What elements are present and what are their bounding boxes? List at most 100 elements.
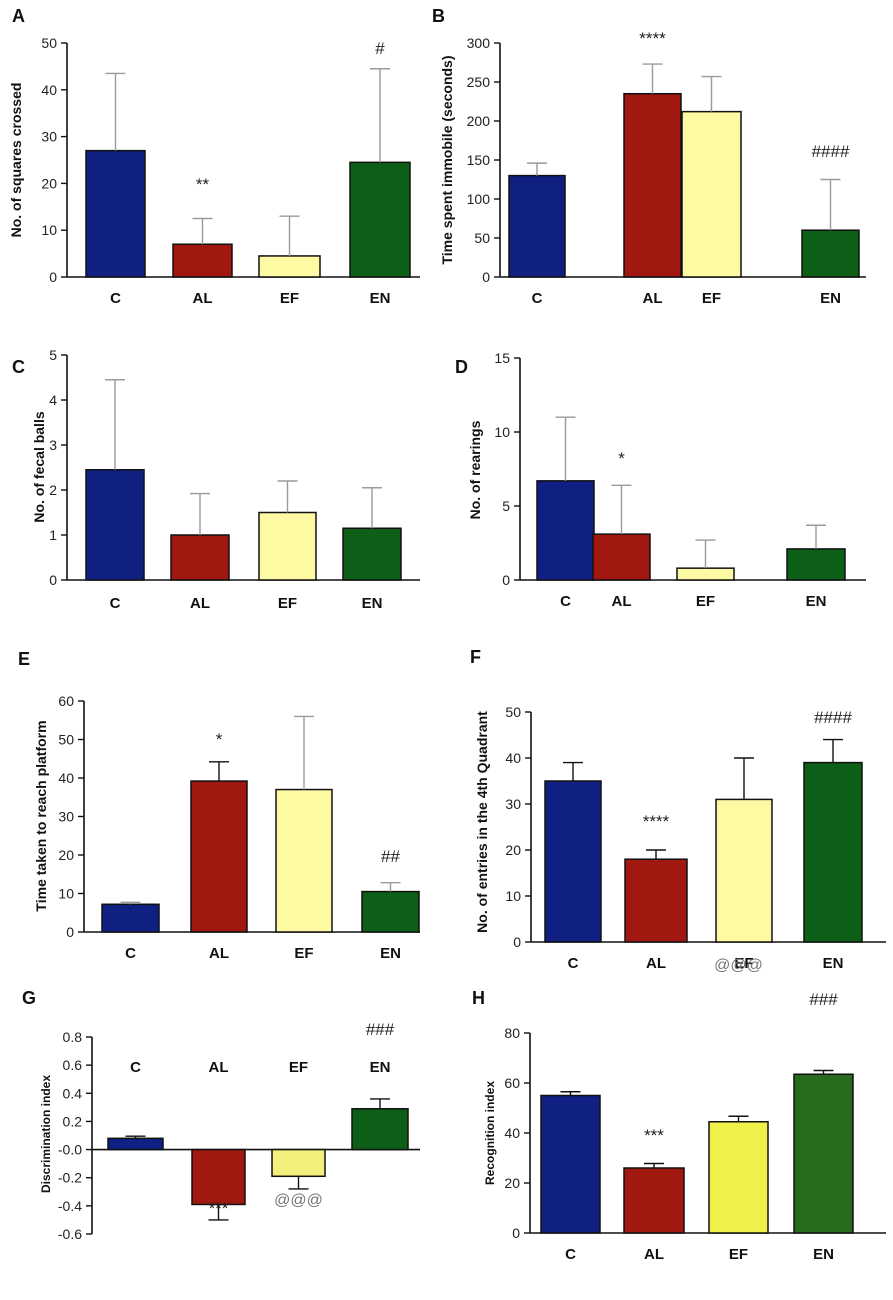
bar-ef: [681, 110, 742, 278]
y-axis-label: No. of fecal balls: [31, 411, 47, 522]
bar-en: [342, 527, 402, 581]
bar-c: [85, 149, 146, 278]
y-tick-label: 50: [58, 732, 74, 748]
y-tick-label: 10: [494, 424, 510, 440]
y-tick-label: 10: [41, 222, 57, 238]
bar-en: [361, 890, 420, 933]
y-tick-label: 20: [41, 175, 57, 191]
panel-letter: H: [472, 988, 485, 1008]
bar-ef: [676, 567, 735, 581]
chart-panel-f: F No. of entries in the 4th Quadrant 0 10 20…: [470, 647, 886, 972]
y-tick-label: 20: [504, 1175, 520, 1191]
bar-en: [786, 548, 846, 581]
y-tick-label: 50: [474, 230, 490, 246]
category-label: AL: [646, 955, 666, 972]
y-tick-label: 40: [41, 82, 57, 98]
y-tick-label: 150: [467, 152, 491, 168]
category-label: EN: [806, 593, 827, 610]
bar-al: [623, 1167, 685, 1234]
category-label: AL: [643, 290, 663, 307]
bar-al: [170, 534, 230, 581]
panel-letter: B: [432, 6, 445, 26]
category-label: AL: [209, 945, 229, 962]
y-axis-label: Discrimination index: [39, 1075, 53, 1193]
y-tick-label: 0: [66, 924, 74, 940]
chart-panel-e: E Time taken to reach platform 0 10 20 30 40 50…: [18, 649, 420, 962]
bar-en: [349, 161, 411, 278]
category-label: C: [560, 593, 571, 610]
y-tick-label: 30: [41, 129, 57, 145]
significance-annotation: ####: [812, 142, 850, 161]
significance-annotation: **: [196, 175, 210, 194]
significance-annotation: *: [618, 449, 625, 468]
category-label: EF: [289, 1059, 308, 1076]
chart-panel-a: A No. of squares crossed 0 10 20 30 40 50 C AL ** E…: [8, 6, 420, 307]
bar-c: [85, 469, 145, 581]
y-axis-label: No. of entries in the 4th Quadrant: [474, 711, 490, 933]
category-label: EN: [370, 290, 391, 307]
y-tick-label: 0: [502, 572, 510, 588]
significance-annotation: ****: [643, 812, 670, 831]
y-tick-label: 5: [49, 347, 57, 363]
chart-panel-g: G Discrimination index -0.6 -0.4 -0.2 -0.0 0.2…: [22, 988, 420, 1242]
y-tick-label: 30: [505, 796, 521, 812]
bar-al: [190, 780, 248, 933]
significance-annotation: *: [216, 730, 223, 749]
significance-annotation: @@@: [714, 957, 763, 974]
bar-ef: [258, 511, 317, 581]
chart-panel-d: D No. of rearings 0 5 10 15 C AL * EF EN: [455, 350, 866, 610]
y-tick-label: 1: [49, 527, 57, 543]
panel-letter: E: [18, 649, 30, 669]
y-tick-label: 10: [505, 888, 521, 904]
bar-c: [508, 174, 566, 278]
y-tick-label: 100: [467, 191, 491, 207]
y-tick-label: 0.6: [63, 1057, 83, 1073]
category-label: AL: [190, 595, 210, 612]
category-label: EN: [380, 945, 401, 962]
panel-letter: G: [22, 988, 36, 1008]
bar-en: [351, 1108, 409, 1151]
category-label: C: [125, 945, 136, 962]
category-label: AL: [193, 290, 213, 307]
bar-en: [793, 1073, 854, 1234]
y-tick-label: -0.2: [58, 1170, 82, 1186]
category-label: C: [110, 595, 121, 612]
y-axis-label: Time taken to reach platform: [33, 720, 49, 911]
panel-letter: A: [12, 6, 25, 26]
bar-c: [540, 1094, 601, 1234]
category-label: EN: [813, 1246, 834, 1263]
y-tick-label: 40: [505, 750, 521, 766]
y-tick-label: 0: [49, 269, 57, 285]
bar-c: [544, 780, 602, 943]
chart-panel-c: C No. of fecal balls 0 1 2 3 4 5 C AL EF EN: [12, 347, 420, 612]
y-tick-label: 0: [49, 572, 57, 588]
y-tick-label: 40: [58, 770, 74, 786]
category-label: C: [565, 1246, 576, 1263]
y-tick-label: 0: [513, 934, 521, 950]
y-tick-label: 30: [58, 809, 74, 825]
y-tick-label: 200: [467, 113, 491, 129]
y-tick-label: 0.2: [63, 1113, 83, 1129]
bar-ef: [708, 1121, 769, 1234]
bar-ef: [715, 798, 773, 943]
y-tick-label: 0.4: [63, 1085, 83, 1101]
significance-annotation: #: [375, 39, 385, 58]
bar-al: [624, 858, 688, 943]
significance-annotation: ###: [809, 990, 838, 1009]
category-label: EF: [734, 955, 753, 972]
category-label: C: [110, 290, 121, 307]
bar-al: [191, 1148, 246, 1206]
y-tick-label: -0.6: [58, 1226, 82, 1242]
bar-ef: [271, 1148, 326, 1178]
y-tick-label: 60: [58, 693, 74, 709]
panel-letter: D: [455, 357, 468, 377]
category-label: EF: [696, 593, 715, 610]
y-tick-label: 60: [504, 1075, 520, 1091]
significance-annotation: ####: [814, 708, 852, 727]
y-tick-label: 50: [41, 35, 57, 51]
y-tick-label: 20: [505, 842, 521, 858]
category-label: AL: [209, 1059, 229, 1076]
bar-en: [801, 229, 860, 278]
panel-letter: C: [12, 357, 25, 377]
